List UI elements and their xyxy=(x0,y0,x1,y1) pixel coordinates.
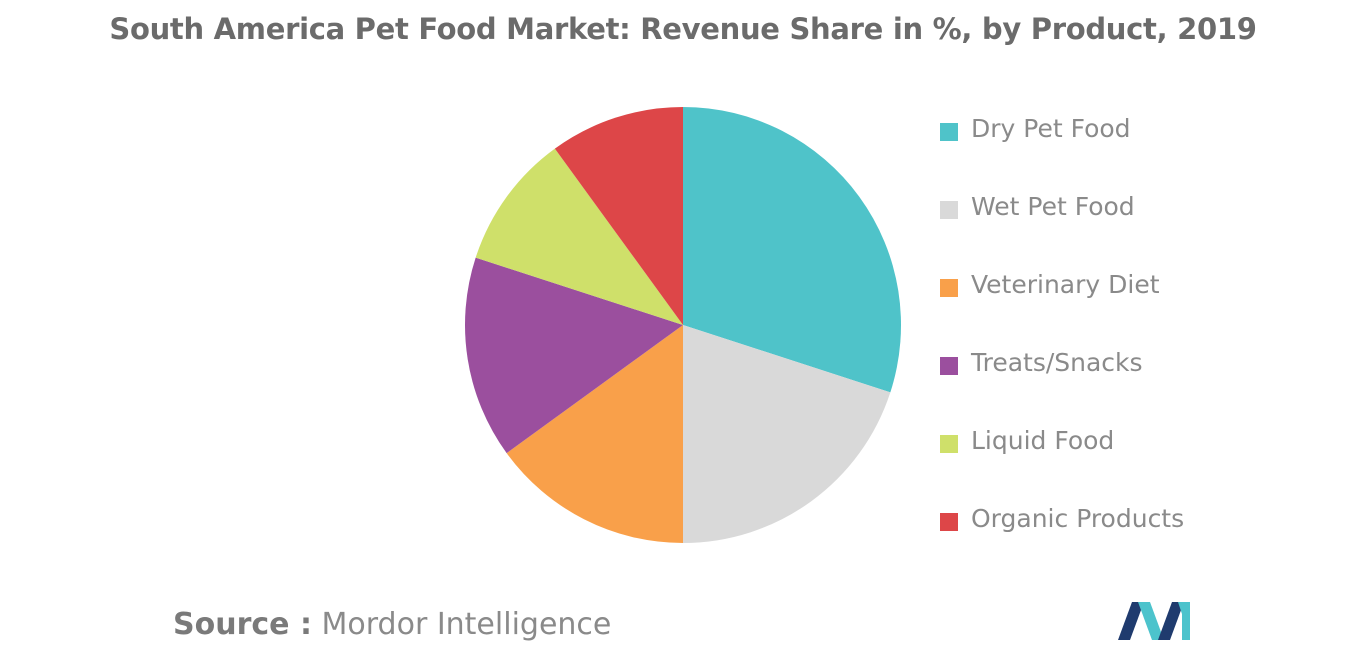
logo-left-stroke xyxy=(1118,602,1144,640)
legend-swatch xyxy=(940,357,958,375)
logo-right-stroke xyxy=(1158,602,1184,640)
source-text: Mordor Intelligence xyxy=(321,607,612,642)
pie-slice-dry-pet-food xyxy=(683,107,902,393)
pie-slice-organic-products xyxy=(554,106,683,325)
legend-swatch xyxy=(940,435,958,453)
legend-swatch xyxy=(940,201,958,219)
legend-label: Dry Pet Food xyxy=(971,114,1131,143)
legend-label: Liquid Food xyxy=(971,426,1115,455)
source-label: Source : xyxy=(173,607,312,642)
logo-end-stroke xyxy=(1178,602,1190,640)
logo-mid-stroke xyxy=(1138,602,1164,640)
legend-swatch xyxy=(940,279,958,297)
legend-label: Wet Pet Food xyxy=(971,192,1135,221)
source-credit: Source : Mordor Intelligence xyxy=(173,607,611,642)
legend-swatch xyxy=(940,513,958,531)
legend-label: Organic Products xyxy=(971,504,1185,533)
chart-title: South America Pet Food Market: Revenue S… xyxy=(109,12,1257,46)
pie-slice-liquid-food xyxy=(475,148,683,325)
pie-slice-wet-pet-food xyxy=(683,325,891,543)
legend-label: Veterinary Diet xyxy=(971,270,1160,299)
mordor-intelligence-logo-icon xyxy=(1118,602,1190,640)
legend-swatch xyxy=(940,123,958,141)
pie-slice-veterinary-diet xyxy=(506,325,683,543)
legend-label: Treats/Snacks xyxy=(971,348,1143,377)
pie-slice-treats-snacks xyxy=(464,257,683,454)
